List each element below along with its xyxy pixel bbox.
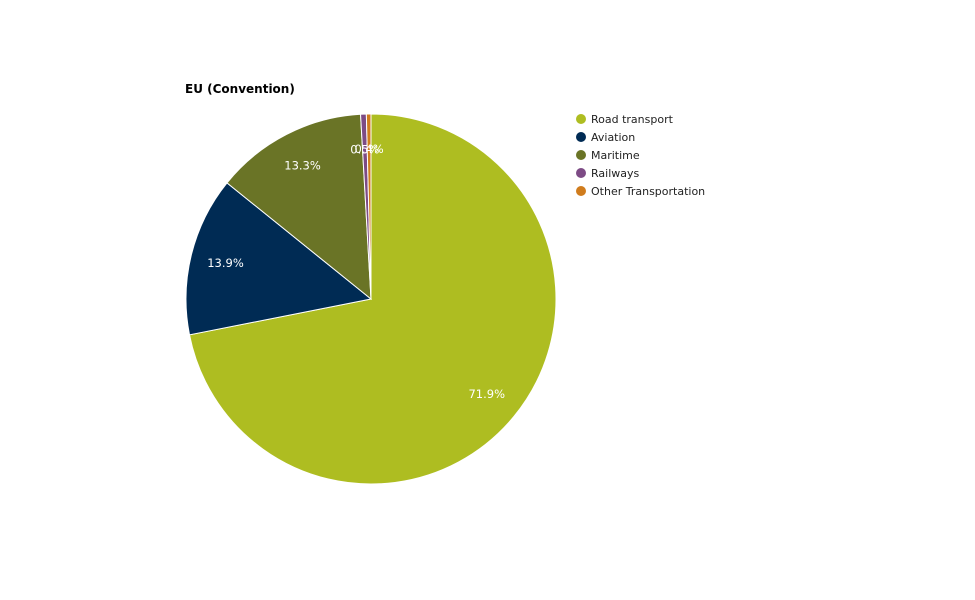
legend-item-other-transportation[interactable]: Other Transportation xyxy=(576,185,705,198)
legend-item-road-transport[interactable]: Road transport xyxy=(576,113,674,126)
legend-marker xyxy=(576,132,586,142)
legend-label: Aviation xyxy=(591,131,635,144)
legend-label: Railways xyxy=(591,167,640,180)
legend-label: Maritime xyxy=(591,149,640,162)
pie-slice-other-transportation[interactable] xyxy=(365,113,372,300)
data-label-aviation: 13.9% xyxy=(207,256,244,270)
legend-item-railways[interactable]: Railways xyxy=(576,167,640,180)
legend-marker xyxy=(576,186,586,196)
legend-label: Road transport xyxy=(591,113,674,126)
data-label-railways: 0.5% xyxy=(350,142,379,156)
legend-marker xyxy=(576,168,586,178)
pie-data-labels: 71.9% 13.9% 13.3% 0.5%0.4% xyxy=(207,142,505,401)
data-label-maritime: 13.3% xyxy=(284,159,321,173)
legend: Road transport Aviation Maritime Railways Ot… xyxy=(576,113,705,198)
chart-title: EU (Convention) xyxy=(185,82,295,96)
pie-slice-aviation[interactable] xyxy=(185,182,373,336)
pie-slices xyxy=(185,113,557,485)
pie-slice-maritime[interactable] xyxy=(226,113,372,301)
legend-item-maritime[interactable]: Maritime xyxy=(576,149,640,162)
data-label-other-transportation: 0.4% xyxy=(355,142,384,156)
data-label-road-transport: 71.9% xyxy=(468,387,505,401)
legend-marker xyxy=(576,114,586,124)
legend-label: Other Transportation xyxy=(591,185,705,198)
pie-slice-road-transport[interactable] xyxy=(188,113,557,485)
legend-item-aviation[interactable]: Aviation xyxy=(576,131,635,144)
legend-marker xyxy=(576,150,586,160)
